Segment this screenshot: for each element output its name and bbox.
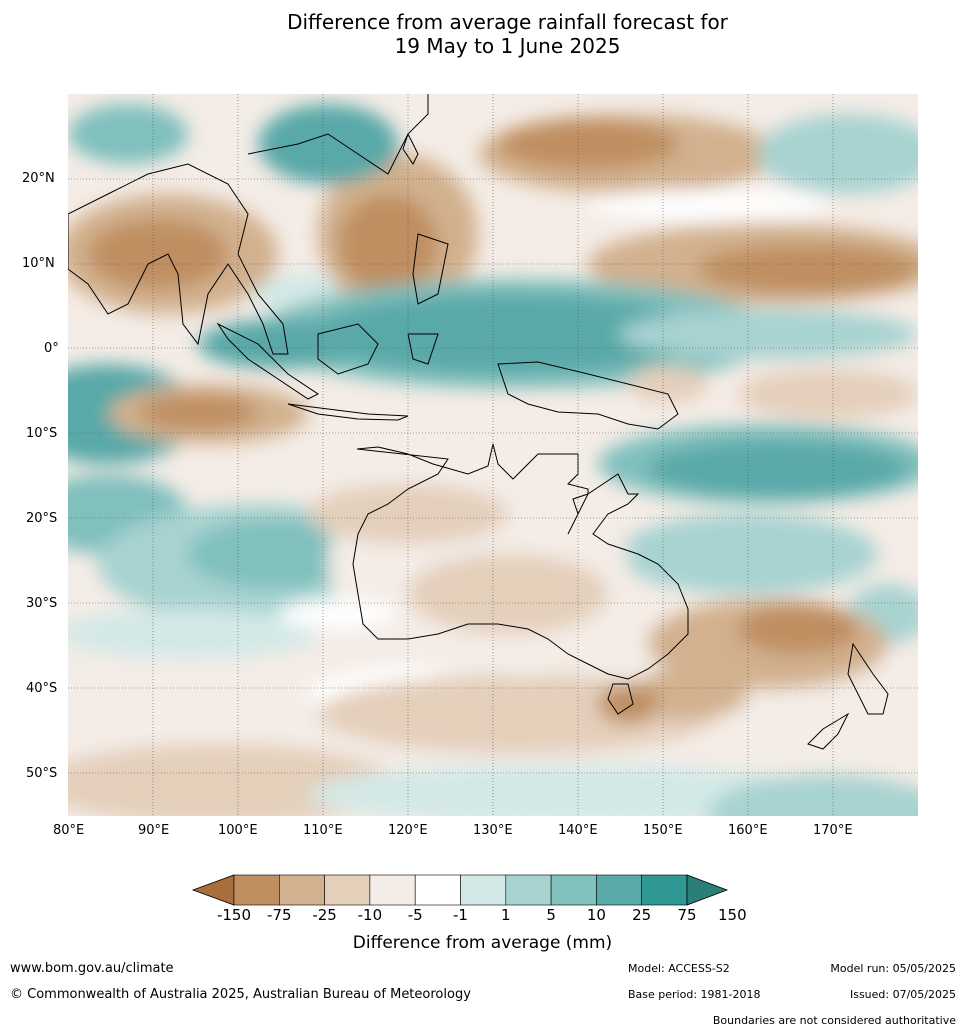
- lat-label-40s: 40°S: [26, 681, 58, 696]
- base-period-text: Base period: 1981-2018: [628, 988, 761, 1001]
- colorbar-tick-label: -150: [216, 906, 252, 924]
- colorbar-tick-label: -10: [357, 906, 383, 924]
- colorbar-cell: [279, 874, 325, 906]
- rainfall-anomaly-map: [68, 94, 918, 816]
- chart-title: Difference from average rainfall forecas…: [0, 10, 965, 58]
- model-run-text: Model run: 05/05/2025: [830, 962, 956, 975]
- lon-label-110e: 110°E: [303, 823, 343, 838]
- lat-label-50s: 50°S: [26, 766, 58, 781]
- lat-label-10s: 10°S: [26, 426, 58, 441]
- lon-label-130e: 130°E: [473, 823, 513, 838]
- colorbar-cell: [233, 874, 280, 906]
- lon-label-80e: 80°E: [53, 823, 85, 838]
- colorbar-tick-label: -75: [267, 906, 292, 924]
- colorbar-tick-label: 10: [586, 906, 606, 924]
- colorbar-cells: [191, 874, 729, 906]
- colorbar-cell: [596, 874, 642, 906]
- colorbar-tick-label: -1: [453, 906, 468, 924]
- lat-label-eq: 0°: [44, 341, 59, 356]
- lon-label-120e: 120°E: [388, 823, 428, 838]
- lon-label-90e: 90°E: [138, 823, 170, 838]
- title-line-2: 19 May to 1 June 2025: [394, 34, 621, 58]
- colorbar-tick-label: 1: [501, 906, 511, 924]
- colorbar-tick-label: -5: [407, 906, 423, 924]
- lat-label-20n: 20°N: [22, 171, 55, 186]
- lon-label-100e: 100°E: [218, 823, 258, 838]
- lon-label-160e: 160°E: [728, 823, 768, 838]
- website-text: www.bom.gov.au/climate: [10, 961, 174, 976]
- colorbar-cell: [324, 874, 371, 906]
- model-text: Model: ACCESS-S2: [628, 962, 730, 975]
- colorbar-cell: [460, 874, 507, 906]
- disclaimer-text: Boundaries are not considered authoritat…: [712, 1014, 956, 1027]
- lat-label-10n: 10°N: [22, 256, 55, 271]
- colorbar-cell: [550, 874, 597, 906]
- title-line-1: Difference from average rainfall forecas…: [287, 10, 728, 34]
- colorbar-tick-label: 25: [632, 906, 652, 924]
- colorbar-cell: [414, 874, 461, 906]
- colorbar-arrow-high: [686, 874, 729, 906]
- issued-text: Issued: 07/05/2025: [849, 988, 956, 1001]
- copyright-text: © Commonwealth of Australia 2025, Austra…: [10, 987, 471, 1002]
- colorbar-cell: [641, 874, 688, 906]
- anomaly-fields: [68, 104, 918, 816]
- lon-label-170e: 170°E: [813, 823, 853, 838]
- colorbar-arrow-low: [191, 874, 235, 906]
- graticule: [68, 94, 918, 816]
- colorbar-tick-label: 75: [677, 906, 697, 924]
- coastlines: [68, 94, 889, 750]
- colorbar-label: Difference from average (mm): [352, 933, 613, 953]
- map-svg: [68, 94, 918, 816]
- colorbar-cell: [369, 874, 416, 906]
- lat-label-30s: 30°S: [26, 596, 58, 611]
- colorbar-tick-label: 150: [717, 906, 747, 924]
- colorbar-tick-label: 5: [546, 906, 556, 924]
- lon-label-150e: 150°E: [643, 823, 683, 838]
- lon-label-140e: 140°E: [558, 823, 598, 838]
- colorbar-cell: [505, 874, 552, 906]
- colorbar-tick-label: -25: [312, 906, 337, 924]
- colorbar: [191, 874, 729, 906]
- lat-label-20s: 20°S: [26, 511, 58, 526]
